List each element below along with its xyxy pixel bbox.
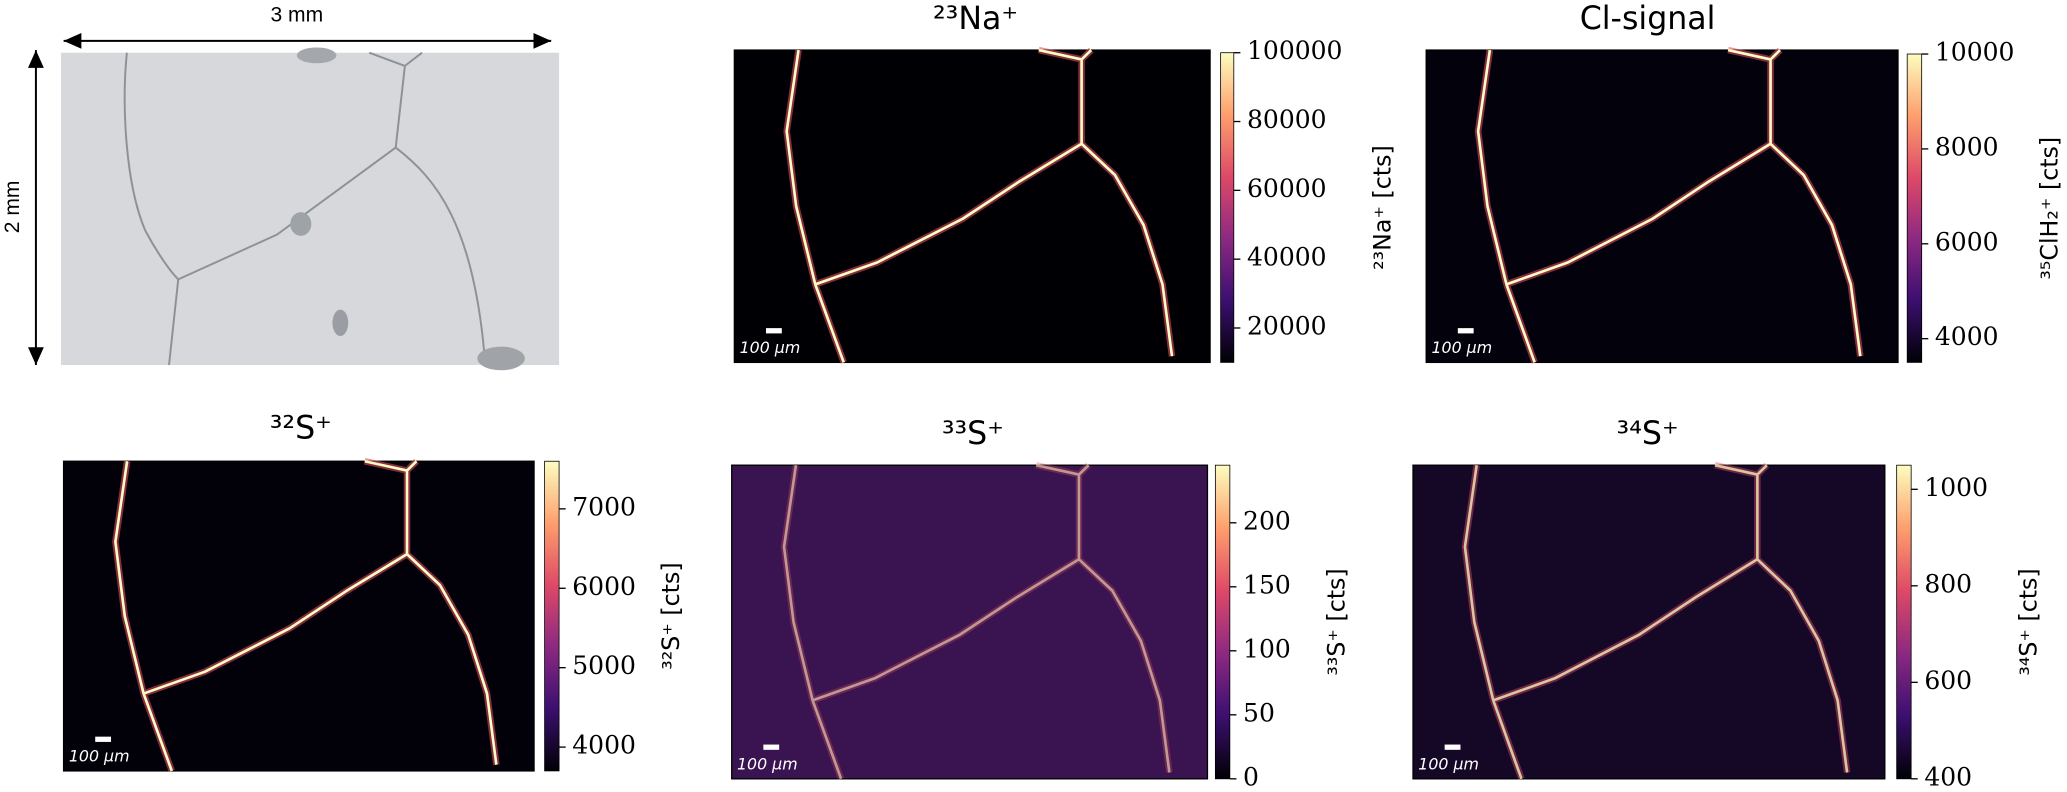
colorbar-tick-label: 400 xyxy=(1924,762,1972,791)
scale-bar-label: 100 μm xyxy=(1418,755,1479,774)
colorbar-tick-label: 10000 xyxy=(1935,38,2015,67)
colorbar-tick-label: 4000 xyxy=(572,731,636,760)
map-panel: ³⁴S⁺ 100 μm 400 600 800 1000 ³⁴S⁺ [cts] xyxy=(1412,416,2042,791)
scale-bar xyxy=(1444,744,1461,750)
height-label: 2 mm xyxy=(1,181,24,234)
colorbar-tick-label: 100 xyxy=(1243,634,1291,663)
colorbar-tick-label: 60000 xyxy=(1247,174,1327,203)
grain-boundary xyxy=(782,463,1171,780)
scale-bar-label: 100 μm xyxy=(1431,338,1492,357)
colorbar xyxy=(544,460,560,772)
grain-boundary xyxy=(114,459,498,772)
colorbar xyxy=(1896,464,1912,780)
map-panel: Cl-signal 100 μm 4000 6000 8000 10000 ³⁵ClH₂⁺ … xyxy=(1425,1,2063,364)
panel-title: ³²S⁺ xyxy=(270,411,332,447)
map-image xyxy=(1412,464,1886,780)
map-panel: ³²S⁺ 100 μm 4000 5000 6000 7000 ³²S⁺ [cts] xyxy=(62,411,685,773)
optical-image xyxy=(60,52,560,366)
scale-bar xyxy=(763,744,780,750)
panel-title: Cl-signal xyxy=(1580,1,1716,37)
defect xyxy=(290,212,312,236)
colorbar-tick-label: 1000 xyxy=(1924,473,1988,502)
colorbar-tick-label: 50 xyxy=(1243,698,1275,727)
defect xyxy=(296,47,337,64)
colorbar xyxy=(1214,464,1231,780)
map-image xyxy=(1425,49,1899,364)
map-image xyxy=(731,464,1209,780)
colorbar xyxy=(1220,52,1235,363)
scale-bar-label: 100 μm xyxy=(740,338,801,357)
scale-bar xyxy=(765,328,782,334)
panel-title: ²³Na⁺ xyxy=(933,1,1018,37)
colorbar-tick-label: 20000 xyxy=(1247,311,1327,340)
colorbar-tick-label: 6000 xyxy=(1935,227,1999,256)
grain-boundary xyxy=(785,48,1174,363)
colorbar-tick-label: 0 xyxy=(1243,762,1259,791)
map-panel: ³³S⁺ 100 μm 0 50 100 150 200 ³³S⁺ [cts] xyxy=(731,416,1350,791)
colorbar-tick-label: 5000 xyxy=(572,651,636,680)
colorbar-label: ³³S⁺ [cts] xyxy=(1322,568,1350,675)
map-image xyxy=(62,460,535,772)
colorbar-tick-label: 6000 xyxy=(572,572,636,601)
defect xyxy=(477,346,525,371)
map-image xyxy=(733,49,1211,364)
colorbar-tick-label: 200 xyxy=(1243,506,1291,535)
grain-boundary xyxy=(123,51,487,366)
colorbar-tick-label: 100000 xyxy=(1247,36,1342,65)
colorbar-tick-label: 150 xyxy=(1243,570,1291,599)
colorbar-tick-label: 600 xyxy=(1924,666,1972,695)
grain-boundary xyxy=(1463,463,1849,780)
scale-bar xyxy=(95,736,112,742)
colorbar-tick-label: 80000 xyxy=(1247,105,1327,134)
colorbar-label: ³⁵ClH₂⁺ [cts] xyxy=(2035,137,2063,280)
colorbar xyxy=(1906,53,1923,363)
scale-bar-label: 100 μm xyxy=(69,747,130,766)
colorbar-label: ³⁴S⁺ [cts] xyxy=(2014,568,2042,675)
colorbar-tick-label: 40000 xyxy=(1247,243,1327,272)
scale-bar xyxy=(1457,328,1474,334)
colorbar-tick-label: 7000 xyxy=(572,492,636,521)
colorbar-label: ²³Na⁺ [cts] xyxy=(1369,145,1397,270)
colorbar-label: ³²S⁺ [cts] xyxy=(657,562,685,669)
optical-panel: 3 mm 2 mm xyxy=(1,3,560,371)
map-panel: ²³Na⁺ 100 μm 20000 40000 60000 80000 100000 ²³N… xyxy=(733,1,1397,364)
panel-title: ³⁴S⁺ xyxy=(1617,416,1679,452)
colorbar-tick-label: 4000 xyxy=(1935,322,1999,351)
grain-boundary xyxy=(1476,48,1862,363)
colorbar-tick-label: 8000 xyxy=(1935,132,1999,161)
panel-title: ³³S⁺ xyxy=(942,416,1004,452)
scale-bar-label: 100 μm xyxy=(737,755,798,774)
width-label: 3 mm xyxy=(270,3,323,26)
colorbar-tick-label: 800 xyxy=(1924,569,1972,598)
defect xyxy=(332,309,349,337)
